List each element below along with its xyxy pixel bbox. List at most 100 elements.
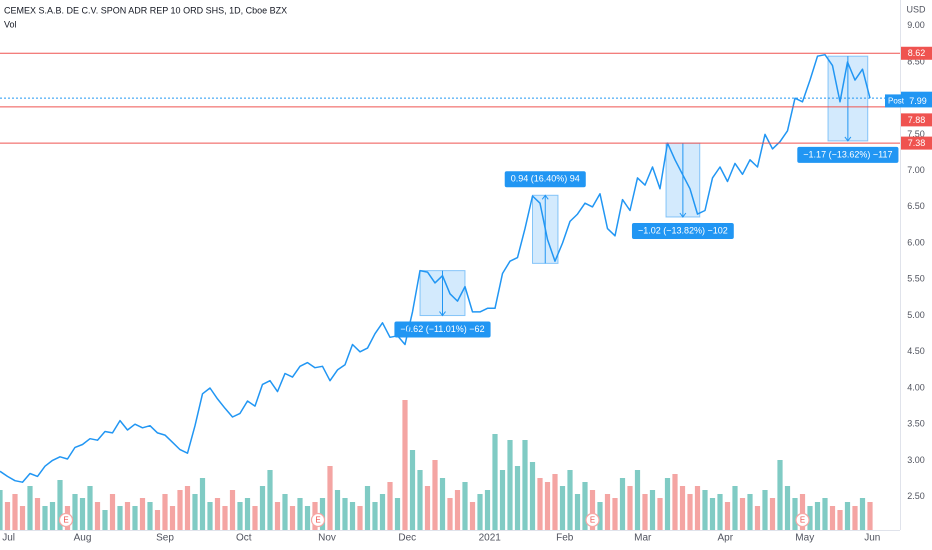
- volume-bar: [79, 498, 86, 530]
- price-badge-text: 7.88: [908, 115, 926, 125]
- currency-label: USD: [906, 4, 926, 14]
- measure-arrow-head: [679, 212, 687, 218]
- volume-bar: [642, 494, 648, 530]
- volume-bar: [537, 478, 543, 530]
- measure-arrow-head: [844, 136, 852, 142]
- volume-bar: [319, 498, 326, 530]
- volume-bar: [814, 502, 821, 530]
- volume-bar: [297, 498, 303, 530]
- y-tick-label: 6.00: [907, 237, 925, 247]
- earnings-label: E: [800, 516, 805, 525]
- volume-bar: [162, 494, 168, 530]
- volume-bar: [342, 498, 348, 530]
- x-tick-label: Apr: [717, 533, 733, 544]
- volume-bar: [469, 502, 476, 530]
- earnings-label: E: [63, 516, 68, 525]
- volume-bar: [462, 482, 468, 530]
- price-badge: [901, 46, 932, 60]
- volume-bar: [57, 480, 63, 530]
- earnings-marker: [58, 512, 74, 528]
- earnings-label: E: [590, 516, 595, 525]
- x-tick-label: Nov: [318, 533, 336, 544]
- volume-bar: [822, 498, 828, 530]
- y-tick-label: 5.00: [907, 310, 925, 320]
- price-badge-text: 8.62: [908, 48, 926, 58]
- volume-bar: [484, 490, 491, 530]
- volume-bar: [102, 510, 108, 530]
- volume-bar: [379, 494, 386, 530]
- volume-bar: [499, 470, 506, 530]
- volume-bar: [0, 490, 3, 530]
- measure-label: 0.94 (16.40%) 94: [504, 171, 586, 188]
- volume-bar: [139, 498, 146, 530]
- volume-bar: [754, 506, 761, 530]
- y-tick-label: 3.50: [907, 419, 925, 429]
- volume-bar: [19, 506, 26, 530]
- volume-bar: [492, 434, 498, 530]
- y-tick-label: 4.50: [907, 346, 925, 356]
- volume-bar: [762, 490, 768, 530]
- price-badge-text: 7.38: [908, 138, 926, 148]
- volume-bar: [237, 502, 243, 530]
- volume-bar: [117, 506, 123, 530]
- volume-bar: [357, 506, 363, 530]
- volume-bar: [777, 460, 783, 530]
- volume-bar: [72, 494, 78, 530]
- volume-bar: [192, 494, 198, 530]
- volume-bar: [792, 498, 798, 530]
- volume-bar: [34, 498, 41, 530]
- volume-bar: [267, 470, 273, 530]
- volume-bar: [769, 498, 776, 530]
- volume-bar: [784, 486, 791, 530]
- measure-label-bg: [394, 321, 491, 338]
- earnings-label: E: [315, 516, 320, 525]
- volume-bar: [87, 486, 93, 530]
- volume-bar: [244, 498, 251, 530]
- measure-label: −1.02 (−13.82%) −102: [631, 223, 734, 240]
- volume-bar: [694, 486, 701, 530]
- measure-label-text: −1.17 (−13.62%) −117: [803, 149, 892, 159]
- y-tick-label: 5.50: [907, 274, 925, 284]
- measure-label-bg: [631, 223, 734, 240]
- x-tick-label: Jul: [2, 533, 15, 544]
- volume-bar: [717, 494, 723, 530]
- volume-bar: [169, 506, 176, 530]
- volume-bar: [109, 494, 116, 530]
- volume-bar: [679, 486, 686, 530]
- volume-bar: [589, 490, 596, 530]
- volume-bar: [627, 486, 633, 530]
- volume-bar: [529, 462, 536, 530]
- volume-bar: [4, 502, 11, 530]
- volume-bar: [282, 494, 288, 530]
- volume-bar: [582, 482, 588, 530]
- volume-bar: [597, 502, 603, 530]
- volume-bar: [664, 478, 671, 530]
- volume-bar: [612, 498, 618, 530]
- x-tick-label: May: [795, 533, 814, 544]
- volume-bar: [544, 482, 551, 530]
- volume-bar: [229, 490, 236, 530]
- volume-bar: [732, 486, 738, 530]
- volume-bar: [147, 502, 153, 530]
- volume-bar: [687, 494, 693, 530]
- y-tick-label: 7.00: [907, 165, 925, 175]
- volume-bar: [859, 498, 866, 530]
- volume-bar: [259, 486, 266, 530]
- volume-bar: [702, 490, 708, 530]
- price-badge: [901, 136, 932, 150]
- x-tick-label: 2021: [479, 533, 502, 544]
- x-tick-label: Feb: [556, 533, 574, 544]
- volume-bar: [222, 506, 228, 530]
- x-tick-label: Aug: [74, 533, 92, 544]
- volume-bar: [657, 498, 663, 530]
- volume-bar: [709, 498, 716, 530]
- volume-bar: [837, 510, 843, 530]
- measure-label-text: 0.94 (16.40%) 94: [511, 174, 580, 184]
- measure-label-bg: [504, 171, 586, 188]
- volume-bar: [867, 502, 873, 530]
- y-tick-label: 8.50: [907, 56, 925, 66]
- volume-bar: [12, 494, 18, 530]
- measure-label: −0.62 (−11.01%) −62: [394, 321, 491, 338]
- volume-bar: [417, 470, 423, 530]
- x-tick-label: Dec: [398, 533, 416, 544]
